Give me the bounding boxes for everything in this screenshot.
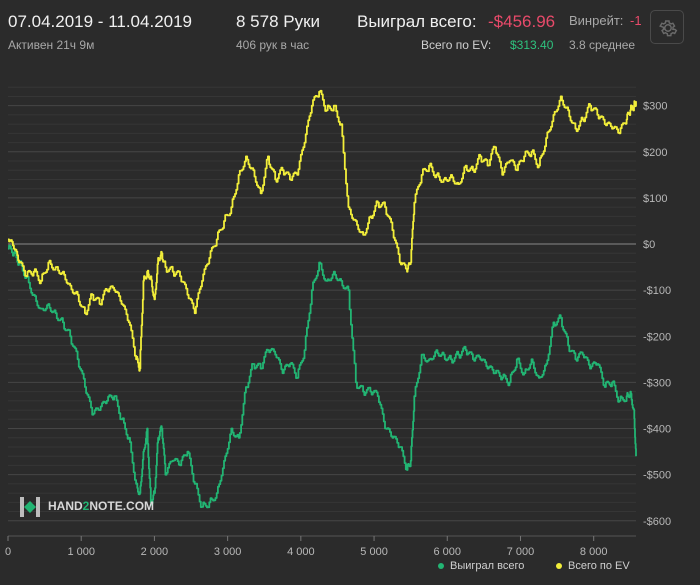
ev-total-value: $313.40 [510,38,554,52]
y-tick-label: -$400 [643,424,671,436]
legend-dot-ev [556,563,562,570]
hands-per-hour: 406 рук в час [236,38,310,52]
gear-icon [659,20,678,37]
active-time: Активен 21ч 9м [8,38,95,52]
winrate-label: Винрейт: [569,13,624,28]
y-tick-label: $100 [643,193,667,205]
legend-dot-won [438,563,444,570]
x-tick-label: 2 000 [141,546,169,558]
legend-item-won[interactable]: Выиграл всего [438,560,524,572]
x-tick-label: 8 000 [580,546,608,558]
legend-label-ev: Всего по EV [568,560,630,572]
y-tick-label: -$600 [643,516,671,528]
x-tick-label: 7 000 [507,546,535,558]
series-lines [8,89,637,509]
y-tick-label: $0 [643,239,655,251]
y-tick-label: -$100 [643,285,671,297]
logo-text-mid: 2 [82,499,90,513]
x-tick-label: 3 000 [214,546,242,558]
won-total-label: Выиграл всего: [357,12,477,31]
winrate-average: 3.8 среднее [569,38,636,52]
y-tick-label: -$200 [643,331,671,343]
profit-chart: $300 $200 $100 $0 -$100 -$200 -$300 -$400 -$500 -… [5,86,671,558]
series-line-ev [8,89,637,372]
stats-header: 07.04.2019 - 11.04.2019 Активен 21ч 9м 8… [0,0,700,60]
logo-text-pre: HAND [48,499,83,513]
x-tick-label: 1 000 [67,546,95,558]
date-range: 07.04.2019 - 11.04.2019 [8,12,193,31]
hand2note-logo: HAND2NOTE.COM [18,495,154,519]
legend-item-ev[interactable]: Всего по EV [556,560,630,572]
series-line-won [8,244,637,509]
y-tick-label: $200 [643,147,667,159]
settings-button[interactable] [650,10,684,44]
legend-label-won: Выиграл всего [450,560,525,572]
winrate-value: -1 [630,13,642,28]
hands-count: 8 578 Руки [236,12,321,31]
hand2note-logo-icon [20,497,40,517]
y-tick-label: $300 [643,101,667,113]
x-tick-label: 5 000 [360,546,388,558]
x-tick-label: 0 [5,546,11,558]
y-axis-ticks: $300 $200 $100 $0 -$100 -$200 -$300 -$400 -$500 -… [643,101,671,528]
x-tick-label: 6 000 [433,546,461,558]
logo-text-post: NOTE.COM [89,499,155,513]
ev-total-label: Всего по EV: [421,38,492,52]
x-axis-ticks: 0 1 000 2 000 3 000 4 000 5 000 6 000 7 000 8 00… [5,536,608,558]
won-total-value: -$456.96 [488,12,556,31]
y-tick-label: -$300 [643,377,671,389]
x-tick-label: 4 000 [287,546,315,558]
y-tick-label: -$500 [643,470,671,482]
